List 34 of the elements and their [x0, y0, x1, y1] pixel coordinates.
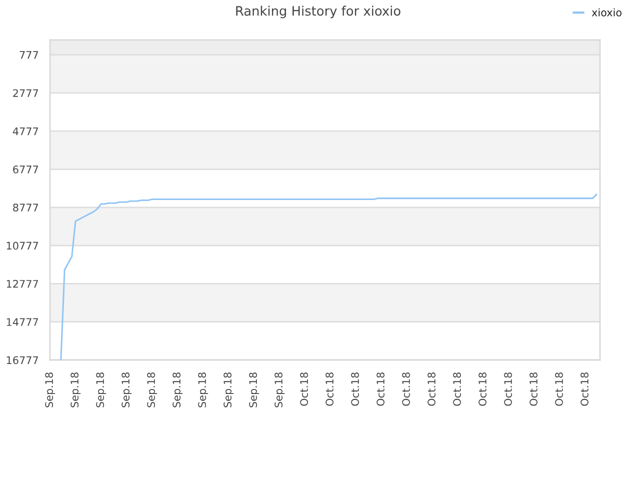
x-tick-label: Oct.18: [555, 372, 563, 406]
x-tick-label: Sep.18: [172, 372, 183, 408]
y-tick-label: 8777: [13, 204, 38, 212]
x-tick-label: Oct.18: [326, 372, 334, 406]
x-tick-label: Sep.18: [122, 372, 132, 408]
x-tick-label: Oct.18: [402, 372, 410, 406]
y-tick-label: 14777: [6, 318, 38, 326]
x-tick-label: Sep.18: [45, 372, 56, 408]
legend-label: xioxio: [592, 8, 622, 16]
x-tick-label: Oct.18: [376, 372, 384, 406]
x-tick-label: Oct.18: [580, 372, 588, 406]
x-tick-label: Sep.18: [224, 372, 234, 408]
chart-title: Ranking History for xioxio: [236, 6, 400, 18]
y-tick-label: 10777: [6, 242, 38, 250]
x-tick-label: Sep.18: [96, 372, 106, 408]
x-tick-label: Oct.18: [504, 372, 512, 406]
x-tick-label: Sep.18: [249, 372, 260, 408]
y-tick-label: 16777: [6, 356, 38, 364]
x-tick-label: Oct.18: [453, 372, 461, 406]
y-tick-label: 12777: [6, 280, 38, 288]
y-tick-label: 777: [20, 51, 38, 59]
x-tick-label: Oct.18: [478, 372, 486, 406]
y-tick-label: 2777: [13, 89, 38, 97]
x-tick-label: Sep.18: [70, 372, 81, 408]
x-tick-label: Sep.18: [274, 372, 285, 408]
y-tick-label: 4777: [12, 127, 38, 136]
x-tick-label: Oct.18: [428, 372, 436, 406]
y-tick-label: 6777: [13, 165, 38, 174]
x-tick-label: Sep.18: [147, 372, 158, 408]
x-tick-label: Oct.18: [530, 372, 538, 406]
x-tick-label: Sep.18: [198, 372, 208, 408]
line-series: [60, 194, 598, 360]
x-tick-label: Oct.18: [300, 372, 308, 406]
x-tick-label: Oct.18: [351, 372, 359, 406]
